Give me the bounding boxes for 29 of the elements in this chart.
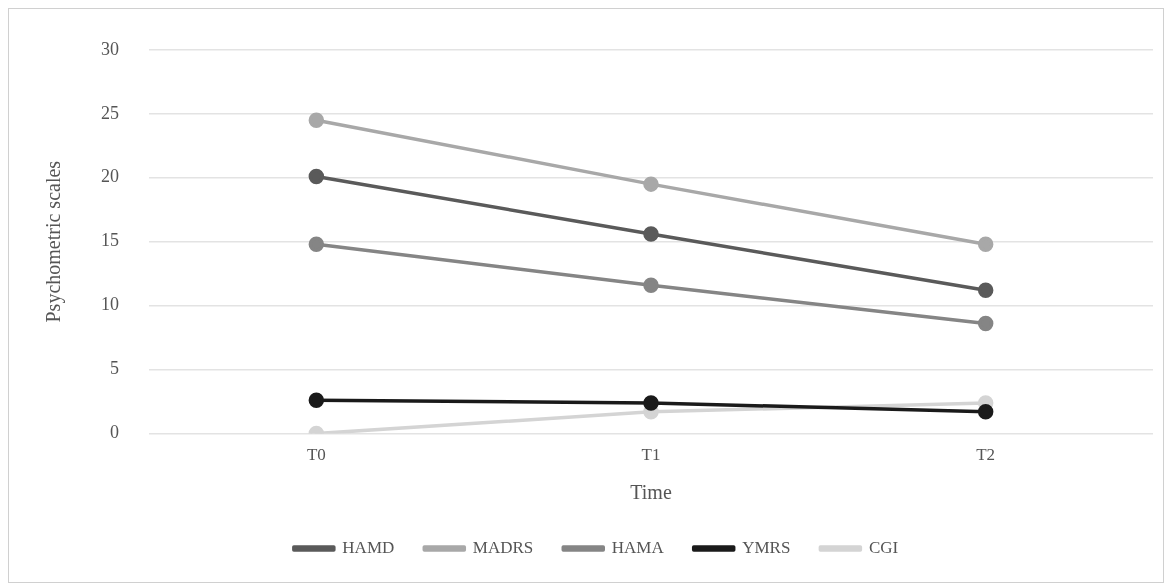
y-tick-label: 5 xyxy=(110,358,119,379)
point xyxy=(643,176,659,192)
point xyxy=(308,112,325,128)
point xyxy=(643,395,659,411)
legend-label: HAMA xyxy=(611,537,665,557)
point xyxy=(977,315,994,332)
point xyxy=(977,404,994,420)
legend-label: MADRS xyxy=(472,537,534,557)
legend-label: CGI xyxy=(868,537,899,557)
y-tick-label: 25 xyxy=(101,102,119,123)
point xyxy=(977,236,994,253)
point xyxy=(643,277,659,293)
legend-label: YMRS xyxy=(742,537,791,557)
y-tick-label: 10 xyxy=(101,294,119,315)
y-tick-label: 15 xyxy=(101,230,119,251)
x-tick-label: T0 xyxy=(306,445,326,465)
y-tick-label: 0 xyxy=(110,422,119,443)
point xyxy=(977,282,994,299)
x-tick-label: T1 xyxy=(641,445,661,465)
point xyxy=(308,392,325,409)
y-tick-label: 30 xyxy=(101,38,119,59)
point xyxy=(643,226,659,242)
y-axis-title: Psychometric scales xyxy=(42,160,66,323)
point xyxy=(308,236,325,253)
point xyxy=(308,168,325,185)
legend-label: HAMD xyxy=(342,537,395,557)
x-axis-title: Time xyxy=(630,481,672,504)
y-tick-label: 20 xyxy=(101,166,119,187)
x-tick-label: T2 xyxy=(976,445,996,465)
